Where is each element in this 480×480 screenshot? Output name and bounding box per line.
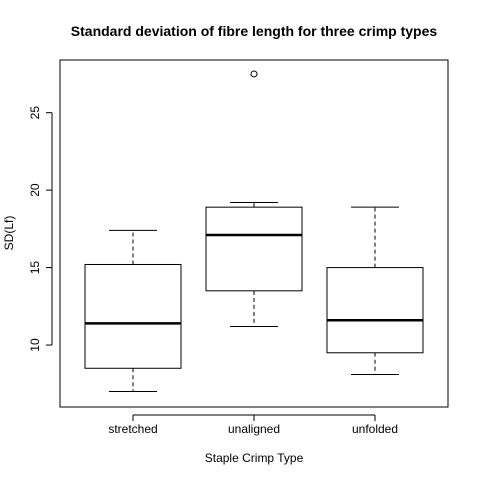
outlier-point [250,70,258,78]
box-group-unaligned [205,70,303,327]
y-tick-label: 20 [28,183,42,197]
boxes-layer [84,70,424,393]
iqr-box [84,263,182,369]
y-tick-label: 25 [28,106,42,120]
y-tick-label: 15 [28,261,42,275]
x-tick-label-stretched: stretched [108,422,157,436]
x-tick-label-unfolded: unfolded [352,422,398,436]
iqr-box [205,206,303,292]
chart-title: Standard deviation of fibre length for t… [71,23,438,39]
x-axis-label: Staple Crimp Type [205,451,304,465]
x-tick-label-unaligned: unaligned [228,422,280,436]
iqr-box [326,267,424,354]
y-axis: 10 15 20 25 [28,106,53,352]
y-axis-label: SD(Lf) [2,216,16,251]
x-axis: stretched unaligned unfolded [108,414,398,436]
box-group-stretched [84,229,182,393]
y-tick-label: 10 [28,338,42,352]
plot-frame [59,59,449,408]
box-group-unfolded [326,206,424,375]
